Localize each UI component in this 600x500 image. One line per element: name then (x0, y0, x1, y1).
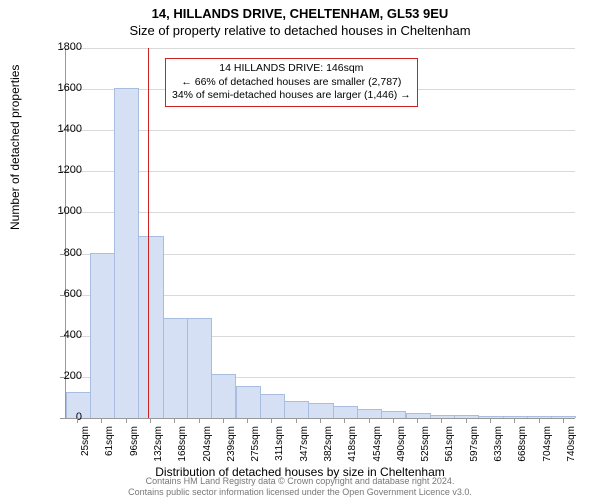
y-tick-label: 200 (42, 370, 82, 382)
x-tick (77, 418, 78, 423)
x-tick (417, 418, 418, 423)
histogram-bar (138, 236, 163, 418)
y-tick (60, 89, 65, 90)
x-tick-label: 418sqm (347, 426, 358, 476)
x-tick (563, 418, 564, 423)
x-tick (320, 418, 321, 423)
x-tick-label: 132sqm (153, 426, 164, 476)
x-tick-label: 704sqm (542, 426, 553, 476)
y-axis-label: Number of detached properties (8, 65, 22, 230)
histogram-bar (236, 386, 261, 418)
x-tick-label: 168sqm (177, 426, 188, 476)
y-tick (60, 336, 65, 337)
y-tick (60, 377, 65, 378)
annotation-line1: 14 HILLANDS DRIVE: 146sqm (172, 62, 411, 76)
grid-line (65, 48, 575, 49)
histogram-bar (260, 394, 285, 418)
y-tick (60, 295, 65, 296)
y-tick-label: 600 (42, 288, 82, 300)
histogram-bar (357, 409, 382, 418)
y-tick (60, 171, 65, 172)
x-tick (490, 418, 491, 423)
histogram-bar (211, 374, 236, 418)
x-tick-label: 96sqm (129, 426, 140, 476)
x-tick-label: 275sqm (250, 426, 261, 476)
histogram-bar (163, 318, 188, 418)
y-tick (60, 254, 65, 255)
x-tick-label: 311sqm (274, 426, 285, 476)
footer-attribution: Contains HM Land Registry data © Crown c… (0, 476, 600, 498)
histogram-bar (114, 88, 139, 418)
histogram-bar (381, 411, 406, 418)
y-tick-label: 1600 (42, 82, 82, 94)
x-tick-label: 239sqm (226, 426, 237, 476)
x-tick (271, 418, 272, 423)
y-tick-label: 800 (42, 247, 82, 259)
reference-line (148, 48, 149, 418)
grid-line (65, 171, 575, 172)
footer-line2: Contains public sector information licen… (0, 487, 600, 498)
y-tick (60, 130, 65, 131)
x-tick (223, 418, 224, 423)
x-tick (199, 418, 200, 423)
y-tick-label: 400 (42, 329, 82, 341)
x-tick (247, 418, 248, 423)
y-tick-label: 1400 (42, 123, 82, 135)
x-tick-label: 740sqm (566, 426, 577, 476)
histogram-bar (333, 406, 358, 418)
x-tick (441, 418, 442, 423)
histogram-bar (187, 318, 212, 418)
plot-area: 14 HILLANDS DRIVE: 146sqm← 66% of detach… (65, 48, 575, 418)
x-tick-label: 347sqm (299, 426, 310, 476)
x-tick (344, 418, 345, 423)
histogram-bar (284, 401, 309, 418)
grid-line (65, 212, 575, 213)
y-tick-label: 1000 (42, 205, 82, 217)
y-tick (60, 212, 65, 213)
chart-title-line1: 14, HILLANDS DRIVE, CHELTENHAM, GL53 9EU (0, 0, 600, 21)
x-tick (174, 418, 175, 423)
x-tick (296, 418, 297, 423)
grid-line (65, 130, 575, 131)
x-tick-label: 525sqm (420, 426, 431, 476)
x-tick-label: 25sqm (80, 426, 91, 476)
x-tick-label: 668sqm (517, 426, 528, 476)
x-tick (466, 418, 467, 423)
x-tick-label: 490sqm (396, 426, 407, 476)
x-tick (393, 418, 394, 423)
x-tick (101, 418, 102, 423)
annotation-line2: ← 66% of detached houses are smaller (2,… (172, 76, 411, 90)
chart-title-line2: Size of property relative to detached ho… (0, 21, 600, 38)
x-tick (539, 418, 540, 423)
x-tick-label: 61sqm (104, 426, 115, 476)
x-tick-label: 454sqm (372, 426, 383, 476)
annotation-box: 14 HILLANDS DRIVE: 146sqm← 66% of detach… (165, 58, 418, 107)
x-tick-label: 633sqm (493, 426, 504, 476)
x-tick (126, 418, 127, 423)
x-tick (369, 418, 370, 423)
x-tick-label: 204sqm (202, 426, 213, 476)
annotation-line3: 34% of semi-detached houses are larger (… (172, 89, 411, 103)
x-tick-label: 561sqm (444, 426, 455, 476)
x-tick (150, 418, 151, 423)
footer-line1: Contains HM Land Registry data © Crown c… (0, 476, 600, 487)
x-tick-label: 382sqm (323, 426, 334, 476)
y-tick-label: 1800 (42, 41, 82, 53)
x-tick (514, 418, 515, 423)
x-tick-label: 597sqm (469, 426, 480, 476)
histogram-bar (90, 253, 115, 418)
y-tick-label: 0 (42, 411, 82, 423)
y-axis-line (65, 48, 66, 418)
y-tick-label: 1200 (42, 164, 82, 176)
histogram-bar (308, 403, 333, 418)
y-tick (60, 48, 65, 49)
y-tick (60, 418, 65, 419)
